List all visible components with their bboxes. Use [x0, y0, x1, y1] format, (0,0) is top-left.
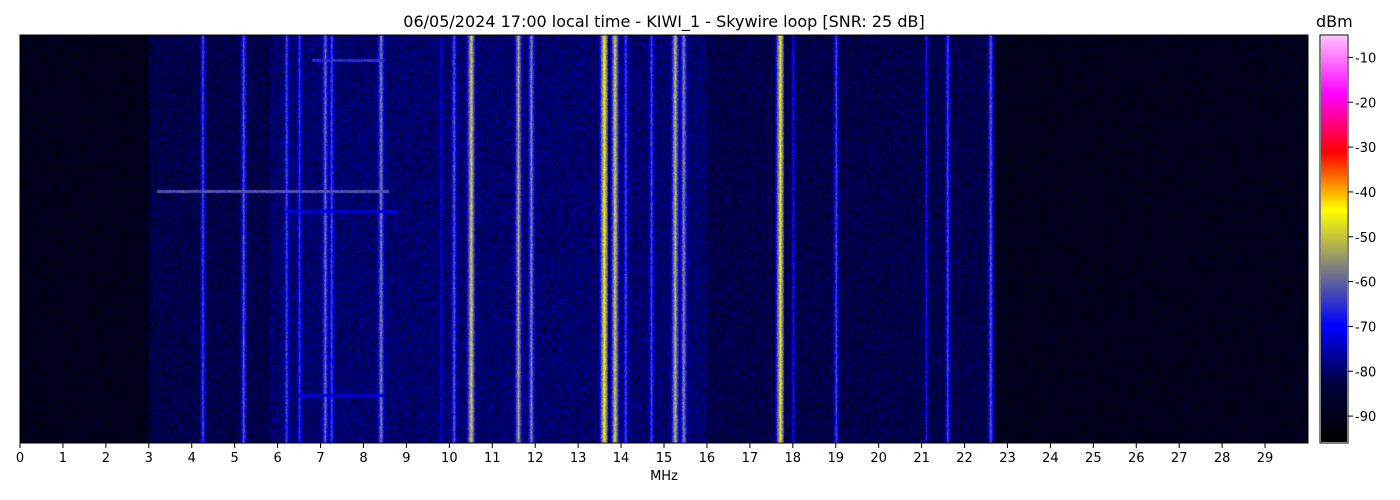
- colorbar-tick-label: -50: [1355, 231, 1376, 246]
- x-tick-label: 5: [231, 451, 239, 466]
- x-tick-label: 15: [656, 451, 673, 466]
- x-tick-label: 28: [1214, 451, 1231, 466]
- colorbar-label: dBm: [1316, 12, 1353, 31]
- x-tick-label: 29: [1257, 451, 1274, 466]
- x-tick-label: 10: [441, 451, 458, 466]
- x-tick-label: 25: [1085, 451, 1102, 466]
- colorbar-tick-label: -80: [1355, 365, 1376, 380]
- colorbar-tick-label: -70: [1355, 320, 1376, 335]
- x-tick-label: 12: [527, 451, 544, 466]
- colorbar-tick-label: -30: [1355, 141, 1376, 156]
- colorbar-tick-label: -20: [1355, 96, 1376, 111]
- colorbar-tick-label: -90: [1355, 410, 1376, 425]
- x-tick-label: 8: [359, 451, 367, 466]
- x-tick-label: 26: [1128, 451, 1145, 466]
- chart-title: 06/05/2024 17:00 local time - KIWI_1 - S…: [403, 12, 925, 31]
- colorbar-tick-label: -10: [1355, 51, 1376, 66]
- x-tick-label: 0: [16, 451, 24, 466]
- x-tick-label: 1: [59, 451, 67, 466]
- x-tick-label: 11: [484, 451, 501, 466]
- colorbar-frame: [1319, 34, 1349, 444]
- x-tick-label: 21: [913, 451, 930, 466]
- x-tick-label: 22: [956, 451, 973, 466]
- spectrogram-heatmap: [20, 35, 1308, 443]
- x-tick-label: 14: [613, 451, 630, 466]
- x-tick-label: 19: [827, 451, 844, 466]
- colorbar-tick-label: -40: [1355, 186, 1376, 201]
- plot-frame: [19, 34, 1309, 444]
- x-axis-label: MHz: [650, 469, 678, 484]
- x-tick-label: 27: [1171, 451, 1188, 466]
- x-tick-label: 23: [999, 451, 1016, 466]
- colorbar-tick-label: -60: [1355, 276, 1376, 291]
- x-tick-label: 9: [402, 451, 410, 466]
- x-tick-label: 3: [145, 451, 153, 466]
- colorbar-gradient: [1321, 36, 1347, 442]
- x-tick-label: 7: [316, 451, 324, 466]
- x-tick-label: 16: [699, 451, 716, 466]
- x-tick-label: 24: [1042, 451, 1059, 466]
- x-tick-label: 4: [188, 451, 196, 466]
- x-tick-label: 6: [273, 451, 281, 466]
- x-tick-label: 2: [102, 451, 110, 466]
- x-tick-label: 13: [570, 451, 587, 466]
- x-tick-label: 17: [742, 451, 759, 466]
- x-tick-label: 20: [870, 451, 887, 466]
- x-tick-label: 18: [785, 451, 802, 466]
